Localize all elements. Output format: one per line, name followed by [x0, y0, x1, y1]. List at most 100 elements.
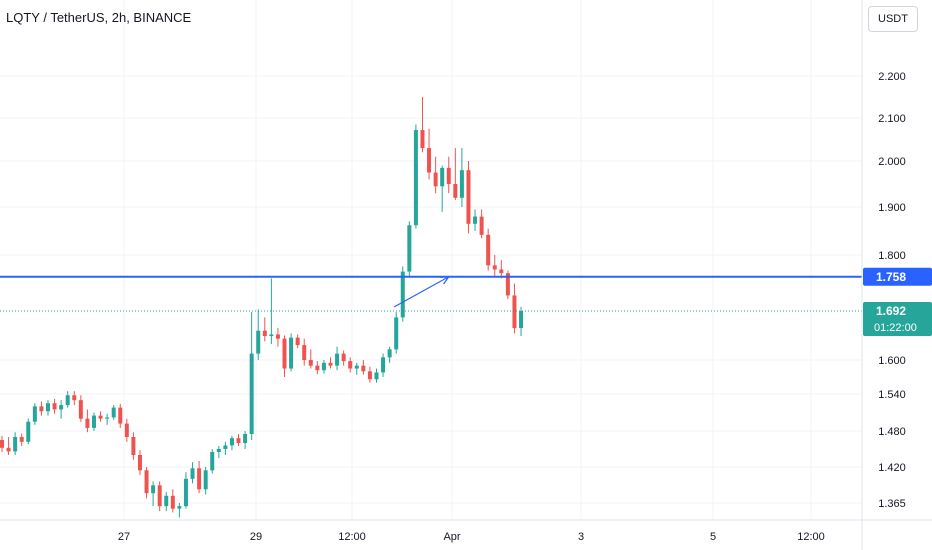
candle — [229, 435, 234, 451]
candle-body — [118, 407, 123, 424]
candle-body — [190, 468, 195, 479]
candle-body — [177, 506, 182, 509]
candle-body — [236, 438, 241, 443]
candle — [499, 260, 504, 279]
candle-body — [65, 395, 70, 406]
candle-body — [315, 365, 320, 371]
candle-body — [381, 357, 386, 373]
candle — [32, 403, 37, 425]
candle — [164, 491, 169, 512]
candle — [354, 362, 359, 375]
candle-body — [499, 269, 504, 274]
candle — [216, 446, 221, 458]
candle-body — [45, 403, 50, 412]
candlestick-series — [0, 97, 524, 518]
y-tick-label: 2.100 — [878, 113, 906, 125]
y-tick-label: 1.420 — [878, 462, 906, 474]
candle — [45, 400, 50, 416]
candle-body — [98, 415, 103, 419]
candle-body — [229, 438, 234, 446]
candle — [236, 434, 241, 446]
y-tick-label: 2.200 — [878, 71, 906, 83]
candle-body — [210, 452, 215, 471]
candle — [407, 221, 412, 276]
candle — [486, 228, 491, 271]
candle — [223, 441, 228, 455]
candle — [440, 165, 445, 212]
candle-body — [505, 273, 510, 296]
candle — [381, 353, 386, 377]
candle — [321, 360, 326, 374]
candle-body — [269, 334, 274, 337]
candle — [249, 312, 254, 440]
candle-body — [216, 449, 221, 452]
candle — [473, 209, 478, 231]
candle — [289, 333, 294, 372]
candle-body — [466, 170, 471, 224]
candle-body — [275, 334, 280, 339]
candle — [374, 368, 379, 383]
y-tick-label: 1.365 — [878, 498, 906, 510]
candle — [256, 309, 261, 360]
candle-body — [59, 405, 64, 410]
candle-body — [131, 437, 136, 455]
candle-body — [374, 372, 379, 380]
candle — [210, 449, 215, 474]
candle — [151, 481, 156, 507]
candle — [433, 156, 438, 194]
candle — [124, 418, 129, 442]
candle — [361, 360, 366, 375]
candle — [91, 412, 96, 431]
x-tick-label: 5 — [710, 531, 716, 543]
candle — [72, 391, 77, 406]
horizontal-level-tag — [863, 267, 932, 286]
candle — [85, 409, 90, 433]
candle — [98, 411, 103, 422]
candle-body — [197, 468, 202, 490]
currency-button[interactable]: USDT — [868, 6, 918, 32]
trend-arrow-head — [439, 276, 450, 285]
candle — [328, 357, 333, 369]
candle-body — [394, 317, 399, 350]
candle-body — [440, 167, 445, 187]
candle — [262, 317, 267, 342]
candle-body — [105, 417, 110, 419]
candle-body — [249, 353, 254, 434]
candle — [197, 461, 202, 494]
candle-body — [13, 437, 18, 452]
candle — [466, 161, 471, 234]
candle-body — [413, 130, 418, 226]
horizontal-level-label: 1.758 — [876, 270, 906, 284]
candle — [6, 437, 11, 455]
x-tick-label: 12:00 — [338, 531, 366, 543]
candle-body — [387, 349, 392, 358]
candle — [453, 148, 458, 201]
candle-body — [473, 216, 478, 224]
candle-body — [91, 415, 96, 428]
candle — [519, 306, 524, 337]
candle — [39, 401, 44, 416]
candle — [59, 400, 64, 419]
candle-body — [295, 337, 300, 346]
candle — [315, 361, 320, 375]
candle — [348, 357, 353, 373]
candle — [131, 432, 136, 460]
candle — [183, 472, 188, 509]
candle — [65, 391, 70, 408]
candle — [367, 366, 372, 383]
candle-body — [341, 353, 346, 362]
candle — [0, 435, 4, 452]
candle — [335, 346, 340, 371]
chart-overlays — [0, 275, 862, 312]
candle-body — [289, 337, 294, 369]
candle — [275, 328, 280, 347]
candle-body — [256, 330, 261, 354]
last-price-label: 1.692 — [876, 304, 906, 318]
candle — [19, 433, 24, 446]
y-tick-label: 1.800 — [878, 250, 906, 262]
candle — [446, 156, 451, 194]
candle-body — [512, 295, 517, 329]
